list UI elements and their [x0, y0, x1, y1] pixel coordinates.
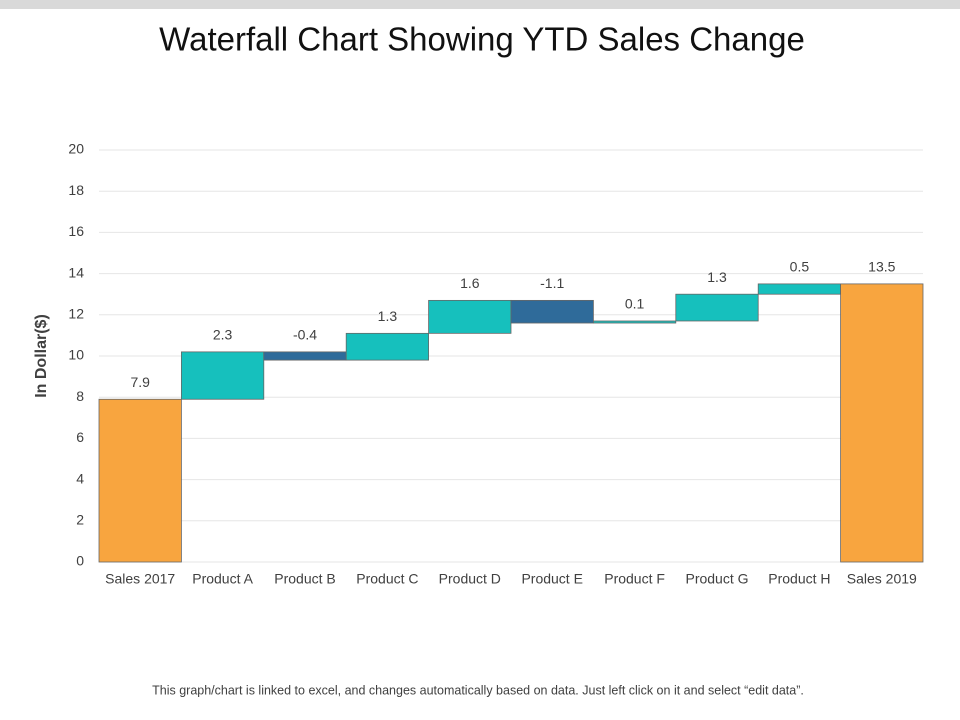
x-tick-label: Product D [439, 571, 501, 587]
y-tick-label: 2 [76, 512, 84, 528]
y-tick-label: 14 [68, 264, 84, 280]
bar [180, 351, 265, 400]
x-tick-label: Product C [356, 571, 418, 587]
bar [757, 283, 842, 295]
data-label: 1.6 [460, 275, 480, 291]
y-tick-label: 10 [68, 347, 84, 363]
data-label: 0.1 [625, 296, 645, 312]
data-label: 0.5 [790, 259, 810, 275]
x-tick-label: Product A [192, 571, 253, 587]
data-label: 13.5 [868, 259, 895, 275]
x-tick-label: Product B [274, 571, 335, 587]
y-tick-label: 0 [76, 553, 84, 569]
y-tick-label: 18 [68, 182, 84, 198]
data-label: 7.9 [130, 374, 150, 390]
data-label: 1.3 [378, 308, 398, 324]
chart-title: Waterfall Chart Showing YTD Sales Change [159, 21, 805, 58]
bar [428, 299, 512, 334]
y-tick-label: 20 [68, 141, 84, 157]
data-label: -0.4 [293, 327, 317, 343]
top-bar [0, 0, 960, 9]
x-tick-label: Sales 2017 [105, 571, 175, 587]
y-tick-label: 6 [76, 429, 84, 445]
x-tick-label: Product F [604, 571, 665, 587]
x-tick-label: Product H [768, 571, 830, 587]
bar [345, 332, 430, 361]
y-axis-label: In Dollar($) [33, 314, 50, 398]
bar [840, 283, 924, 563]
bar [98, 398, 182, 563]
x-tick-label: Sales 2019 [847, 571, 917, 587]
y-tick-label: 12 [68, 306, 84, 322]
y-tick-label: 4 [76, 470, 84, 486]
data-label: 2.3 [213, 327, 233, 343]
y-tick-label: 8 [76, 388, 84, 404]
bar [263, 351, 347, 361]
footer-note: This graph/chart is linked to excel, and… [152, 683, 804, 697]
x-tick-label: Product E [521, 571, 582, 587]
bar [675, 293, 759, 322]
x-tick-label: Product G [685, 571, 748, 587]
bar [510, 299, 594, 324]
bar [593, 320, 677, 324]
data-label: 1.3 [707, 269, 727, 285]
y-tick-label: 16 [68, 223, 84, 239]
data-label: -1.1 [540, 275, 564, 291]
